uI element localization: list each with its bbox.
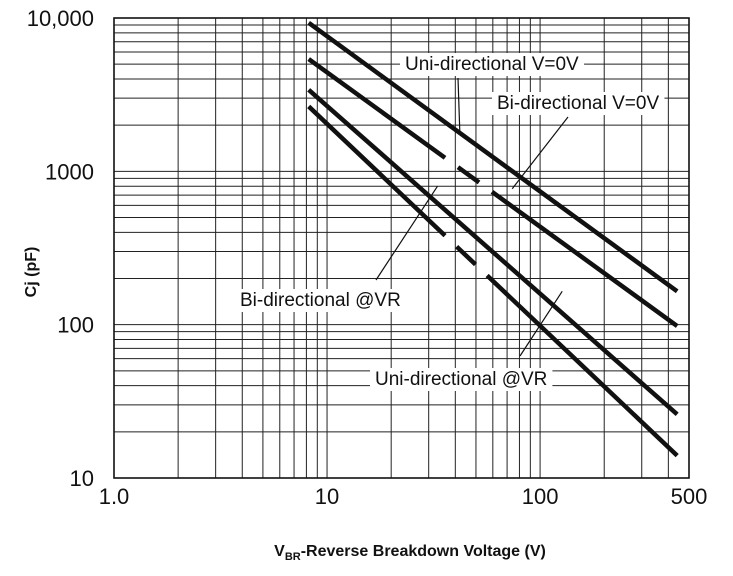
- x-tick-label: 100: [522, 484, 559, 509]
- y-tick-label: 1000: [45, 159, 94, 184]
- annotation-label: Uni-directional @VR: [375, 369, 547, 390]
- x-axis-label-subscript: BR: [285, 551, 301, 563]
- grid: [114, 18, 689, 478]
- annotations: Uni-directional V=0V Bi-directional V=0V B…: [235, 53, 665, 391]
- x-tick-label: 1.0: [99, 484, 130, 509]
- x-tick-label: 10: [315, 484, 339, 509]
- x-tick-label: 500: [671, 484, 708, 509]
- annotation-label: Bi-directional V=0V: [497, 93, 659, 114]
- series-line: [307, 21, 679, 294]
- x-axis-label-rest: -Reverse Breakdown Voltage (V): [301, 543, 546, 560]
- x-tick-labels: 1.0 10 100 500: [99, 484, 708, 509]
- annotation-box: [235, 289, 406, 312]
- series-line: [307, 57, 679, 328]
- x-axis-label: VBR-Reverse Breakdown Voltage (V): [274, 543, 546, 563]
- annotation-leader: [511, 116, 569, 190]
- series-line: [307, 88, 679, 417]
- x-axis-label-main: V: [274, 543, 285, 560]
- plot-frame: [113, 17, 690, 479]
- series-line: [307, 104, 679, 458]
- annotation-leader: [457, 77, 461, 133]
- y-tick-labels: 10,000 1000 100 10: [27, 6, 94, 491]
- series-lines: [307, 21, 679, 458]
- annotation-leader: [519, 290, 563, 357]
- annotation-label: Bi-directional @VR: [240, 290, 401, 311]
- annotation-box: [400, 53, 585, 76]
- y-axis-label: Cj (pF): [23, 247, 40, 298]
- annotation-leader: [375, 185, 439, 281]
- y-tick-label: 10: [70, 466, 94, 491]
- y-tick-label: 100: [57, 313, 94, 338]
- y-tick-label: 10,000: [27, 6, 94, 31]
- annotation-box: [492, 92, 665, 115]
- annotation-label: Uni-directional V=0V: [405, 54, 579, 75]
- annotation-box: [370, 368, 553, 391]
